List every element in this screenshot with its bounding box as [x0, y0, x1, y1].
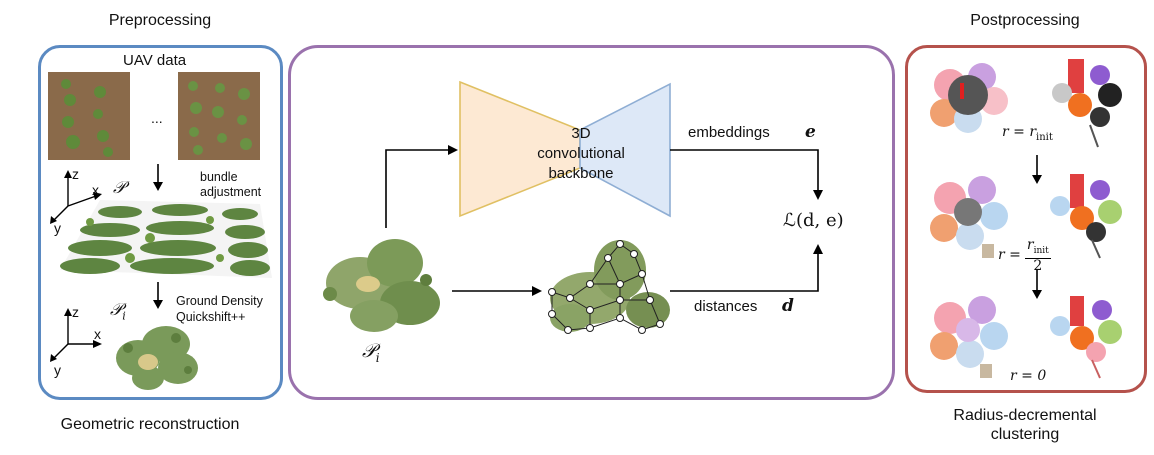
- axes-icon-2: [50, 308, 102, 362]
- loss-label: ℒ(d, e): [783, 210, 844, 231]
- postprocessing-footer-line-2: clustering: [990, 426, 1060, 443]
- input-symbol: 𝒫i: [362, 340, 380, 365]
- axis-z-label-1: z: [72, 166, 79, 182]
- cluster-view-2b: [1050, 174, 1122, 259]
- cluster-view-3b: [1050, 296, 1122, 379]
- point-cloud-symbol: 𝒫: [113, 178, 126, 198]
- distances-label: distances: [694, 298, 758, 315]
- axis-x-label-2: x: [94, 326, 101, 342]
- plant-instance-input: [323, 239, 440, 332]
- preprocessing-footer: Geometric reconstruction: [60, 416, 240, 433]
- decoder-block: [579, 82, 671, 218]
- r-init-equation: r = rinit: [1002, 124, 1053, 143]
- uav-image-2: [178, 72, 260, 160]
- postprocessing-footer-line-1: Radius-decremental: [953, 407, 1097, 424]
- backbone-line-3: backbone: [548, 165, 614, 182]
- arrow-input-to-backbone: [385, 149, 450, 228]
- quickshift-label: Quickshift++: [176, 310, 246, 324]
- network-diagram: [323, 80, 823, 334]
- axis-y-label-1: y: [54, 220, 61, 236]
- cluster-view-3a: [930, 296, 1008, 378]
- cluster-view-1a: [930, 63, 1008, 133]
- ground-density-label: Ground Density: [176, 294, 263, 308]
- backbone-line-2: convolutional: [537, 145, 625, 162]
- backbone-label: 3D convolutional backbone: [496, 124, 666, 184]
- arrow-post-1: [1032, 155, 1042, 184]
- arrow-post-2: [1032, 270, 1042, 299]
- instance-symbol-pre: 𝒫i: [110, 300, 126, 323]
- arrow-to-point-cloud: [153, 164, 163, 191]
- axis-z-label-2: z: [72, 304, 79, 320]
- plant-instance-pre: [116, 326, 198, 390]
- uav-image-1: [48, 72, 130, 160]
- arrow-distances-to-loss: [670, 250, 819, 292]
- distances-symbol: d: [782, 296, 794, 316]
- graph-plant: [548, 240, 670, 334]
- field-point-cloud: [60, 200, 272, 278]
- postprocessing-footer: Radius-decremental clustering: [905, 406, 1145, 444]
- embeddings-label: embeddings: [688, 124, 770, 141]
- postprocessing-panel: [905, 45, 1147, 393]
- axis-x-label-1: x: [92, 182, 99, 198]
- r-half-equation: r = rinit 2: [998, 237, 1051, 274]
- uav-data-label: UAV data: [123, 52, 187, 69]
- r-zero-equation: r = 0: [1010, 368, 1047, 384]
- bundle-adjustment-label: bundle adjustment: [200, 170, 262, 199]
- embeddings-symbol: e: [805, 122, 816, 142]
- preprocessing-panel: [38, 45, 283, 400]
- axis-y-label-2: y: [54, 362, 61, 378]
- axes-icon-1: [50, 170, 102, 224]
- arrow-to-instance: [153, 282, 163, 309]
- arrow-embeddings-to-loss: [670, 149, 819, 194]
- uav-ellipsis: ...: [151, 110, 163, 126]
- backbone-line-1: 3D: [571, 125, 591, 142]
- cluster-view-2a: [930, 176, 1008, 258]
- preprocessing-title: Preprocessing: [108, 12, 212, 29]
- network-panel: [288, 45, 895, 400]
- cluster-view-1b: [1052, 59, 1122, 148]
- postprocessing-title: Postprocessing: [970, 12, 1080, 29]
